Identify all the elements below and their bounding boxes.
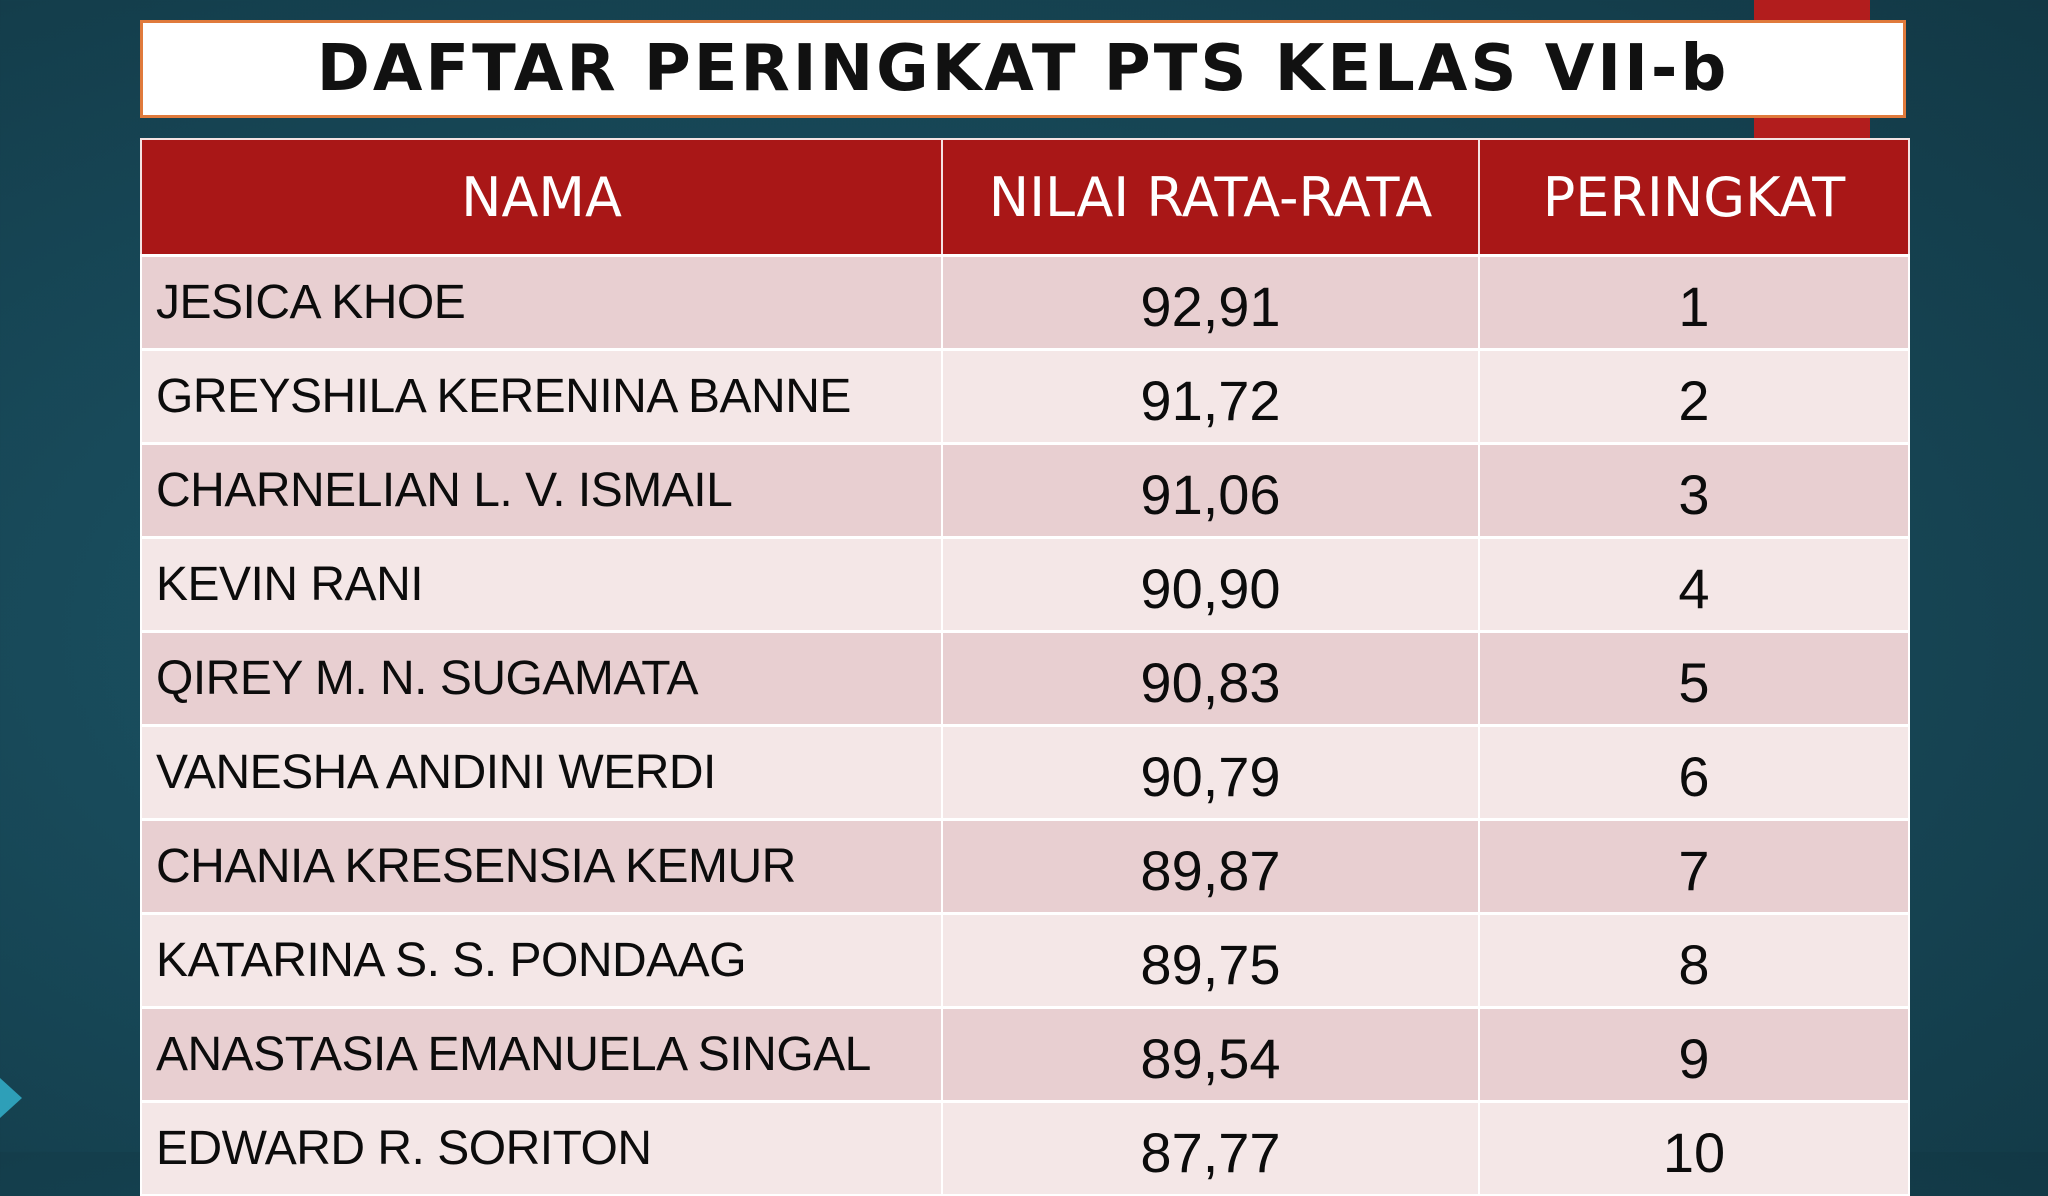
ranking-table: NAMA NILAI RATA-RATA PERINGKAT JESICA KH… <box>140 138 1910 1196</box>
average-score: 90,79 <box>941 724 1480 821</box>
rank-number: 1 <box>1478 254 1910 351</box>
student-name: QIREY M. N. SUGAMATA <box>140 630 943 727</box>
average-score: 91,72 <box>941 348 1480 445</box>
student-name: JESICA KHOE <box>140 254 943 351</box>
rank-number: 5 <box>1478 630 1910 727</box>
average-score: 89,54 <box>941 1006 1480 1103</box>
slide-arrow-icon <box>0 1078 22 1118</box>
table-header-row: NAMA NILAI RATA-RATA PERINGKAT <box>140 138 1910 257</box>
rank-number: 10 <box>1478 1100 1910 1196</box>
average-score: 90,90 <box>941 536 1480 633</box>
table-row: KEVIN RANI 90,90 4 <box>140 536 1910 633</box>
student-name: CHARNELIAN L. V. ISMAIL <box>140 442 943 539</box>
table-row: VANESHA ANDINI WERDI 90,79 6 <box>140 724 1910 821</box>
table-row: JESICA KHOE 92,91 1 <box>140 254 1910 351</box>
rank-number: 7 <box>1478 818 1910 915</box>
student-name: VANESHA ANDINI WERDI <box>140 724 943 821</box>
table-row: QIREY M. N. SUGAMATA 90,83 5 <box>140 630 1910 727</box>
title-banner: DAFTAR PERINGKAT PTS KELAS VII-b <box>140 20 1906 118</box>
table-row: CHANIA KRESENSIA KEMUR 89,87 7 <box>140 818 1910 915</box>
rank-number: 4 <box>1478 536 1910 633</box>
table-row: ANASTASIA EMANUELA SINGAL 89,54 9 <box>140 1006 1910 1103</box>
student-name: GREYSHILA KERENINA BANNE <box>140 348 943 445</box>
average-score: 89,75 <box>941 912 1480 1009</box>
table-row: GREYSHILA KERENINA BANNE 91,72 2 <box>140 348 1910 445</box>
student-name: KATARINA S. S. PONDAAG <box>140 912 943 1009</box>
rank-number: 8 <box>1478 912 1910 1009</box>
average-score: 90,83 <box>941 630 1480 727</box>
table-row: EDWARD R. SORITON 87,77 10 <box>140 1100 1910 1196</box>
student-name: CHANIA KRESENSIA KEMUR <box>140 818 943 915</box>
header-rank: PERINGKAT <box>1478 138 1910 257</box>
rank-number: 9 <box>1478 1006 1910 1103</box>
header-score: NILAI RATA-RATA <box>941 138 1480 257</box>
average-score: 87,77 <box>941 1100 1480 1196</box>
page-title: DAFTAR PERINGKAT PTS KELAS VII-b <box>316 32 1730 106</box>
student-name: EDWARD R. SORITON <box>140 1100 943 1196</box>
rank-number: 2 <box>1478 348 1910 445</box>
average-score: 91,06 <box>941 442 1480 539</box>
header-name: NAMA <box>140 138 943 257</box>
student-name: KEVIN RANI <box>140 536 943 633</box>
table-row: CHARNELIAN L. V. ISMAIL 91,06 3 <box>140 442 1910 539</box>
table-row: KATARINA S. S. PONDAAG 89,75 8 <box>140 912 1910 1009</box>
average-score: 89,87 <box>941 818 1480 915</box>
average-score: 92,91 <box>941 254 1480 351</box>
rank-number: 3 <box>1478 442 1910 539</box>
student-name: ANASTASIA EMANUELA SINGAL <box>140 1006 943 1103</box>
rank-number: 6 <box>1478 724 1910 821</box>
